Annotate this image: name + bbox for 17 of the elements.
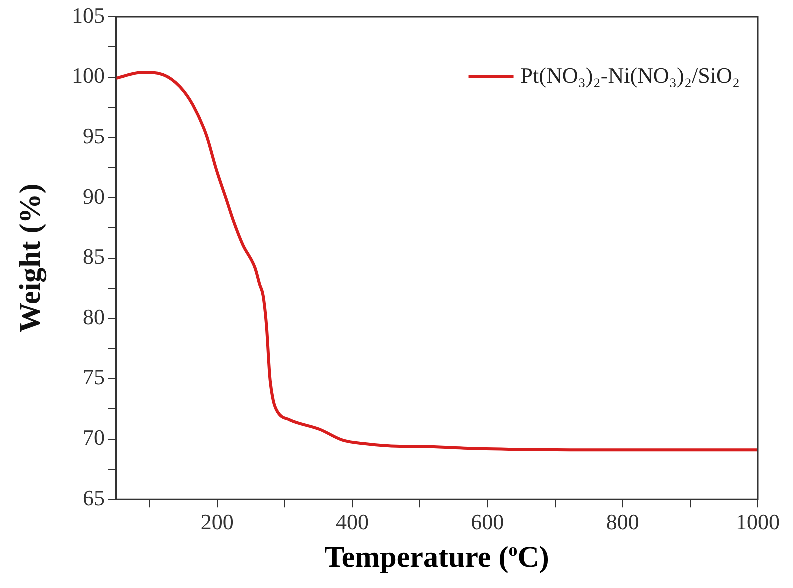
y-tick-label: 75 xyxy=(83,364,105,390)
y-tick-label: 105 xyxy=(72,2,105,28)
y-tick-label: 65 xyxy=(83,485,105,510)
y-tick-label: 70 xyxy=(83,425,105,450)
x-axis-title: Temperature ($^{o}$C) xyxy=(324,540,550,575)
y-tick-label: 90 xyxy=(83,184,105,209)
x-tick-label: 600 xyxy=(471,510,504,535)
x-tick-label: 400 xyxy=(336,510,370,535)
y-axis-title: Weight (%) xyxy=(14,184,47,333)
x-tick-label: 800 xyxy=(606,510,640,535)
legend-label: Pt(NO₃)₂-Ni(NO₃)₂/SiO₂ xyxy=(520,62,740,88)
x-tick-label: 200 xyxy=(200,510,234,535)
x-tick-label: 1000 xyxy=(736,510,780,535)
y-tick-label: 80 xyxy=(83,304,105,330)
y-tick-label: 100 xyxy=(72,63,105,88)
y-tick-label: 85 xyxy=(83,244,105,270)
y-tick-label: 95 xyxy=(83,123,105,148)
